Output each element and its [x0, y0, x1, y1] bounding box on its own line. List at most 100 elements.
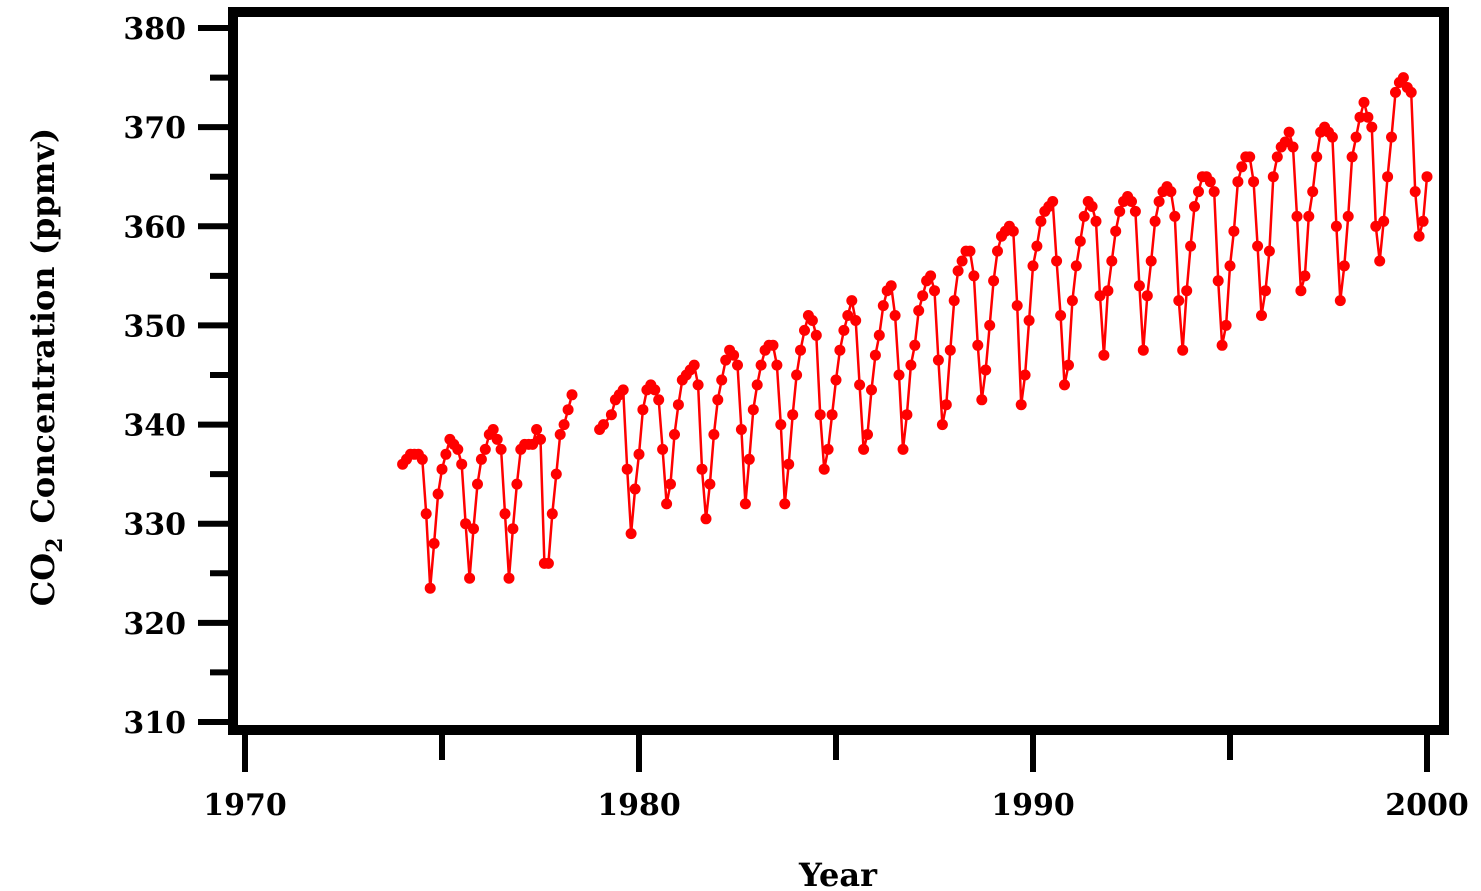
- data-point: [495, 443, 507, 455]
- data-point: [1303, 210, 1315, 222]
- data-point: [1291, 210, 1303, 222]
- data-point: [696, 463, 708, 475]
- data-point: [1307, 186, 1319, 198]
- data-point: [795, 344, 806, 356]
- data-point: [873, 329, 885, 341]
- data-point: [858, 443, 870, 455]
- data-point: [661, 498, 673, 510]
- data-point: [657, 443, 669, 455]
- data-point: [905, 359, 917, 371]
- data-point: [1070, 260, 1082, 272]
- data-point: [1035, 215, 1047, 227]
- data-point: [1149, 215, 1161, 227]
- data-point: [1287, 141, 1299, 153]
- data-point: [799, 324, 810, 336]
- data-point: [944, 344, 956, 356]
- data-point: [1074, 235, 1086, 247]
- series-line-segment: [401, 394, 574, 589]
- data-point: [1055, 310, 1067, 321]
- data-point: [1078, 210, 1090, 222]
- data-point: [1330, 220, 1342, 232]
- data-point: [716, 374, 728, 386]
- data-point: [984, 319, 996, 331]
- data-point: [1346, 151, 1358, 163]
- data-point: [1208, 186, 1220, 198]
- data-point: [440, 448, 452, 460]
- y-tick-label: 320: [123, 607, 186, 642]
- data-point: [1244, 151, 1256, 163]
- y-tick-label: 350: [123, 309, 186, 344]
- data-point: [964, 245, 976, 257]
- data-point: [1370, 220, 1382, 232]
- data-point: [1114, 205, 1126, 217]
- data-point: [1338, 260, 1350, 272]
- data-point: [929, 285, 940, 297]
- plot-data-layer: [397, 72, 1433, 594]
- data-point: [1133, 280, 1145, 292]
- data-point: [1382, 171, 1394, 183]
- data-point: [732, 359, 743, 371]
- data-point: [1252, 240, 1264, 252]
- data-point: [511, 478, 523, 490]
- data-point: [775, 419, 787, 431]
- data-point: [1354, 111, 1366, 123]
- data-point: [692, 379, 704, 391]
- data-point: [629, 483, 641, 495]
- data-point: [1216, 339, 1228, 351]
- y-axis-title-suffix: Concentration (ppmv): [24, 128, 62, 524]
- data-point: [1334, 295, 1346, 307]
- data-point: [976, 394, 988, 406]
- data-point: [897, 443, 909, 455]
- data-point: [1263, 245, 1275, 257]
- data-point: [755, 359, 767, 371]
- data-point: [932, 354, 944, 366]
- data-point: [1145, 255, 1157, 267]
- data-point: [598, 419, 609, 431]
- data-point: [735, 424, 747, 435]
- data-point: [499, 508, 511, 520]
- y-tick-labels: 310 320 330 340 350 360 370 380: [123, 12, 186, 741]
- data-point: [637, 404, 649, 416]
- data-point: [1173, 295, 1185, 307]
- data-point: [566, 389, 578, 401]
- data-point: [546, 508, 558, 520]
- data-point: [487, 424, 499, 435]
- data-point: [1228, 225, 1240, 237]
- data-point: [889, 310, 901, 321]
- data-point: [1409, 186, 1421, 198]
- data-point: [1374, 255, 1386, 267]
- y-axis-title-subscript: 2: [42, 538, 68, 553]
- data-point: [956, 255, 968, 267]
- data-point: [1193, 186, 1204, 198]
- data-point: [649, 384, 661, 396]
- data-point: [1129, 205, 1141, 217]
- data-point: [791, 369, 803, 381]
- x-tick-label: 1970: [203, 788, 287, 823]
- data-point: [885, 280, 897, 292]
- data-point: [1023, 315, 1035, 326]
- data-point: [834, 344, 846, 356]
- data-point: [1378, 215, 1390, 227]
- data-point: [913, 305, 925, 317]
- data-point: [747, 404, 759, 416]
- data-point: [846, 295, 858, 307]
- data-point: [1417, 215, 1429, 227]
- data-point: [1181, 285, 1193, 297]
- data-point: [1386, 131, 1397, 143]
- data-point: [940, 399, 952, 411]
- data-point: [665, 478, 676, 490]
- data-point: [1106, 255, 1118, 267]
- data-point: [535, 433, 546, 445]
- y-tick-label: 360: [123, 210, 186, 245]
- data-point: [436, 463, 448, 475]
- y-axis-title-prefix: CO: [24, 553, 62, 606]
- data-point: [472, 478, 483, 490]
- data-point: [704, 478, 716, 490]
- data-point: [783, 458, 795, 470]
- data-point: [877, 300, 889, 312]
- data-point: [1051, 255, 1063, 267]
- data-point: [1260, 285, 1271, 297]
- data-point: [1421, 171, 1433, 183]
- data-point: [617, 384, 629, 396]
